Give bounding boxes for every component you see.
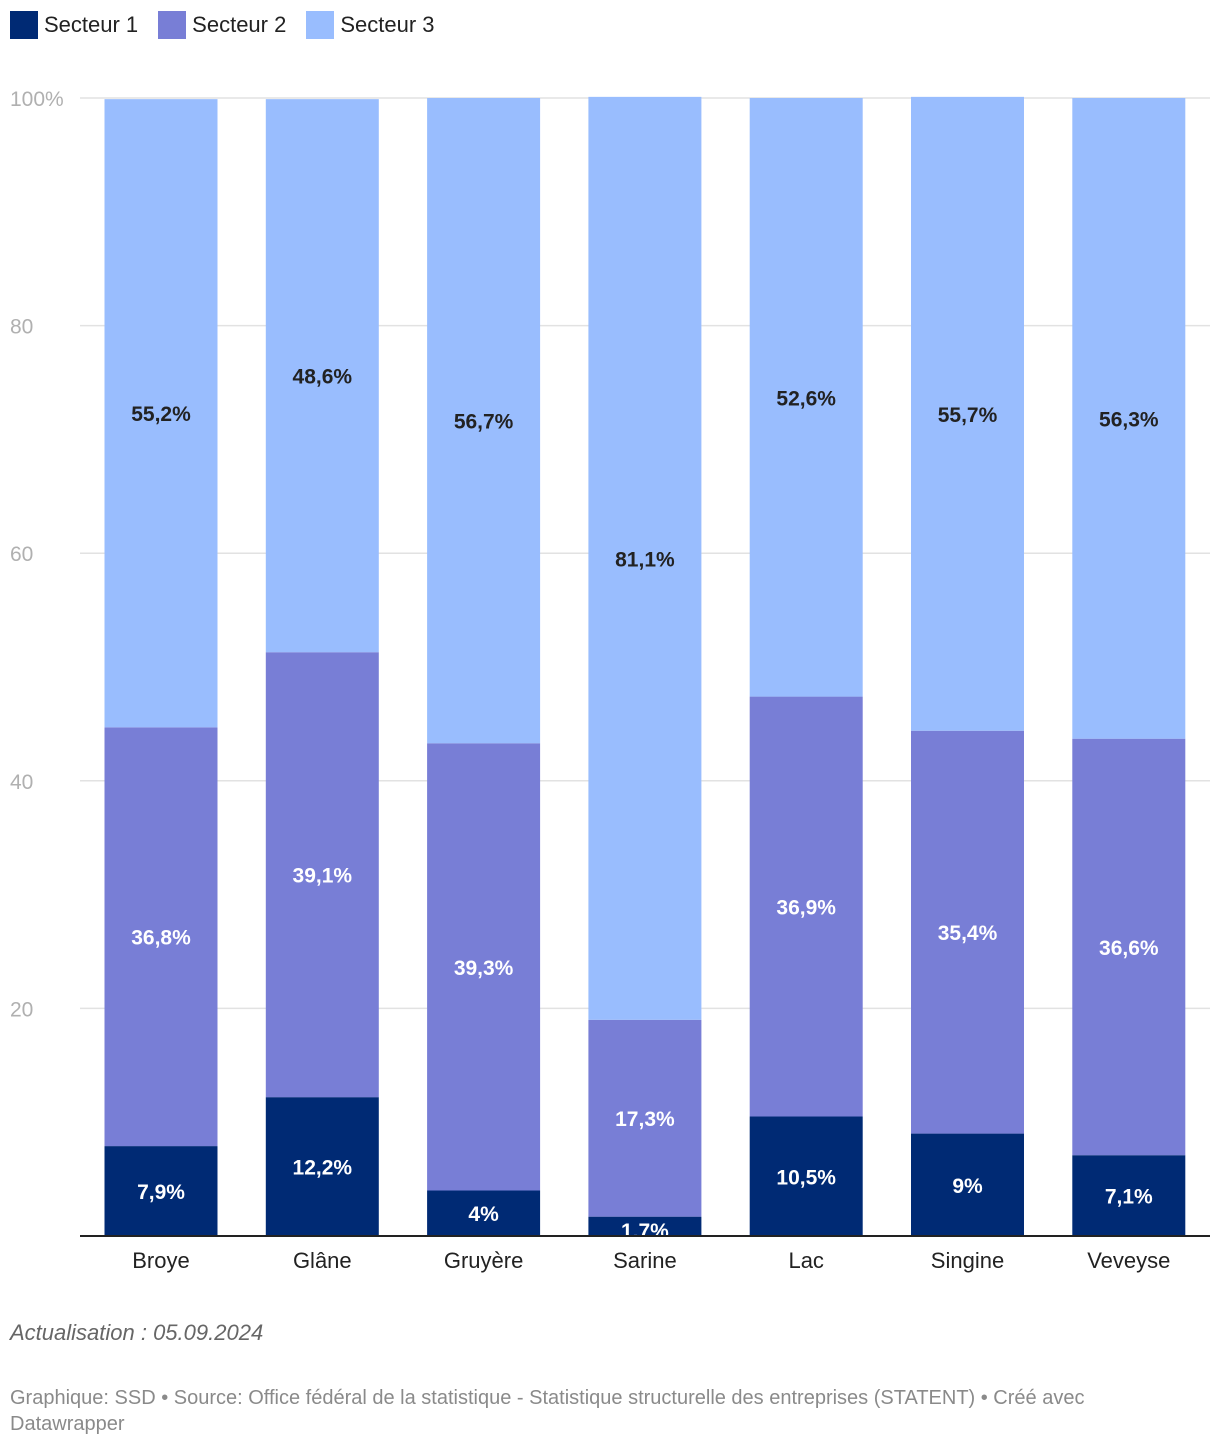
bar-broye-secteur-3 bbox=[104, 99, 218, 728]
bar-veveyse-secteur-3 bbox=[1072, 98, 1186, 739]
data-label-singine-secteur-1: 9% bbox=[952, 1175, 983, 1198]
legend-item-secteur-3: Secteur 3 bbox=[306, 11, 435, 39]
bar-gruyère-secteur-2 bbox=[427, 743, 541, 1191]
legend-label-secteur-2: Secteur 2 bbox=[192, 12, 287, 37]
bar-singine-secteur-2 bbox=[911, 730, 1024, 1134]
legend-swatch-secteur-1 bbox=[10, 11, 38, 39]
x-tick-label-singine: Singine bbox=[931, 1248, 1004, 1273]
legend-label-secteur-1: Secteur 1 bbox=[44, 12, 139, 37]
x-tick-label-veveyse: Veveyse bbox=[1087, 1248, 1170, 1273]
y-tick-label-60: 60 bbox=[10, 543, 33, 566]
data-label-singine-secteur-3: 55,7% bbox=[938, 404, 998, 427]
bar-singine-secteur-1 bbox=[911, 1133, 1024, 1236]
bar-singine-secteur-3 bbox=[911, 96, 1024, 731]
bar-sarine-secteur-2 bbox=[588, 1019, 702, 1217]
bar-veveyse-secteur-1 bbox=[1072, 1155, 1186, 1236]
source-footer: Graphique: SSD • Source: Office fédéral … bbox=[10, 1387, 1085, 1435]
data-label-veveyse-secteur-1: 7,1% bbox=[1105, 1186, 1153, 1209]
data-label-sarine-secteur-1: 1,7% bbox=[621, 1220, 669, 1243]
data-label-gruyère-secteur-2: 39,3% bbox=[454, 957, 514, 980]
data-label-broye-secteur-3: 55,2% bbox=[131, 403, 191, 426]
stacked-bar-chart: 20 40 60 80 100% 7,9% 36,8% 55,2% Broye 12,2% 39,1… bbox=[10, 88, 1210, 1273]
data-label-sarine-secteur-2: 17,3% bbox=[615, 1108, 675, 1131]
legend-item-secteur-2: Secteur 2 bbox=[158, 11, 286, 39]
y-tick-label-20: 20 bbox=[10, 998, 33, 1021]
data-label-singine-secteur-2: 35,4% bbox=[938, 922, 998, 945]
data-label-veveyse-secteur-3: 56,3% bbox=[1099, 408, 1159, 431]
data-label-lac-secteur-2: 36,9% bbox=[776, 897, 836, 920]
x-tick-label-glâne: Glâne bbox=[293, 1248, 352, 1273]
update-note: Actualisation : 05.09.2024 bbox=[10, 1320, 264, 1345]
data-label-gruyère-secteur-1: 4% bbox=[468, 1203, 499, 1226]
y-tick-label-100: 100% bbox=[10, 88, 64, 111]
data-label-broye-secteur-2: 36,8% bbox=[131, 927, 191, 950]
x-tick-label-broye: Broye bbox=[132, 1248, 189, 1273]
bar-glâne-secteur-2 bbox=[265, 652, 379, 1098]
bar-broye-secteur-1 bbox=[104, 1146, 218, 1236]
x-tick-label-lac: Lac bbox=[788, 1248, 823, 1273]
bar-sarine-secteur-3 bbox=[588, 96, 702, 1020]
data-label-lac-secteur-1: 10,5% bbox=[776, 1166, 836, 1189]
legend-label-secteur-3: Secteur 3 bbox=[340, 12, 435, 37]
bar-veveyse-secteur-2 bbox=[1072, 738, 1186, 1156]
y-tick-label-80: 80 bbox=[10, 316, 33, 339]
bar-gruyère-secteur-3 bbox=[427, 98, 541, 744]
legend-swatch-secteur-3 bbox=[306, 11, 335, 39]
data-label-veveyse-secteur-2: 36,6% bbox=[1099, 937, 1159, 960]
data-label-broye-secteur-1: 7,9% bbox=[137, 1181, 185, 1204]
bar-sarine-secteur-1 bbox=[588, 1216, 702, 1236]
data-label-glâne-secteur-1: 12,2% bbox=[293, 1157, 353, 1180]
x-tick-label-sarine: Sarine bbox=[613, 1248, 677, 1273]
legend-item-secteur-1: Secteur 1 bbox=[10, 11, 138, 39]
bar-lac-secteur-2 bbox=[749, 696, 863, 1117]
bar-lac-secteur-3 bbox=[749, 98, 863, 697]
x-tick-label-gruyère: Gruyère bbox=[444, 1248, 523, 1273]
bar-glâne-secteur-1 bbox=[265, 1097, 379, 1236]
legend-swatch-secteur-2 bbox=[158, 11, 187, 39]
data-label-lac-secteur-3: 52,6% bbox=[776, 387, 836, 410]
y-tick-label-40: 40 bbox=[10, 771, 33, 794]
bar-broye-secteur-2 bbox=[104, 727, 218, 1147]
data-label-glâne-secteur-2: 39,1% bbox=[293, 865, 353, 888]
bar-gruyère-secteur-1 bbox=[427, 1190, 541, 1236]
data-label-gruyère-secteur-3: 56,7% bbox=[454, 411, 514, 434]
data-label-glâne-secteur-3: 48,6% bbox=[293, 366, 353, 389]
data-label-sarine-secteur-3: 81,1% bbox=[615, 548, 675, 571]
bar-lac-secteur-1 bbox=[749, 1116, 863, 1236]
chart-legend: Secteur 1 Secteur 2 Secteur 3 bbox=[10, 11, 455, 39]
bar-glâne-secteur-3 bbox=[265, 99, 379, 653]
